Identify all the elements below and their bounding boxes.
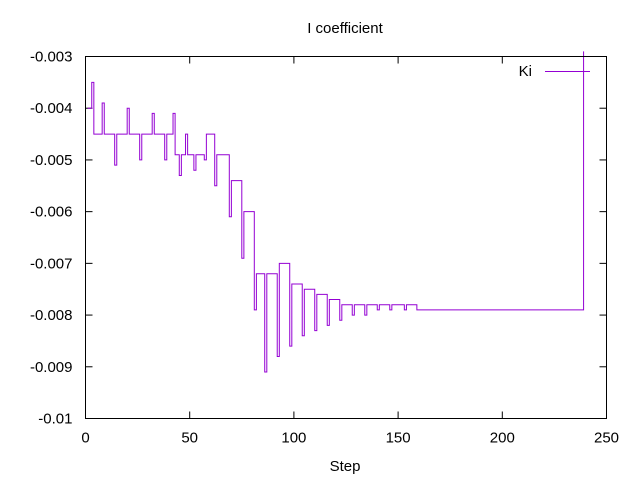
y-tick-label: -0.007	[30, 255, 73, 272]
x-tick-label: 250	[594, 430, 619, 447]
x-tick-label: 100	[281, 430, 306, 447]
legend-label-ki: Ki	[519, 63, 532, 80]
plot-frame	[85, 56, 607, 419]
y-tick-label: -0.005	[30, 152, 73, 169]
y-tick-label: -0.01	[38, 411, 72, 428]
legend: Ki	[519, 63, 590, 80]
x-tick-label: 200	[490, 430, 515, 447]
chart-title: I coefficient	[307, 20, 383, 37]
x-axis-label: Step	[330, 458, 361, 475]
plot-series	[87, 51, 585, 373]
series-line-ki	[87, 51, 585, 373]
x-tick-label: 50	[181, 430, 198, 447]
y-tick-label: -0.009	[30, 359, 73, 376]
axis-ticks: 0 50 100 150 200 250 -0.01 -0.009 -0.008 -0.007 -0…	[30, 49, 619, 447]
x-tick-label: 150	[386, 430, 411, 447]
y-tick-label: -0.008	[30, 307, 73, 324]
x-tick-label: 0	[81, 430, 89, 447]
y-tick-label: -0.003	[30, 49, 73, 66]
y-tick-label: -0.004	[30, 100, 73, 117]
y-tick-label: -0.006	[30, 204, 73, 221]
